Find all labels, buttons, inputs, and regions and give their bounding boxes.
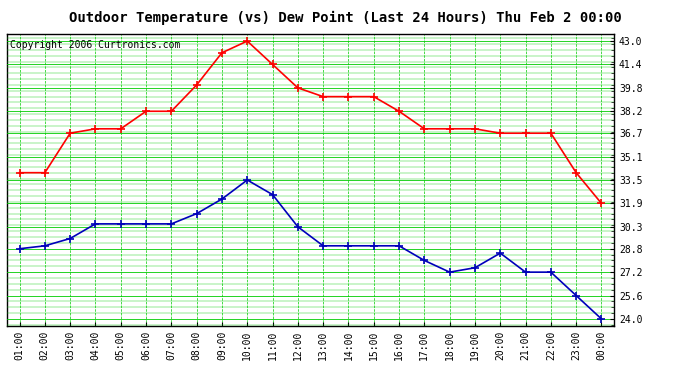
Text: Outdoor Temperature (vs) Dew Point (Last 24 Hours) Thu Feb 2 00:00: Outdoor Temperature (vs) Dew Point (Last…	[68, 11, 622, 26]
Text: Copyright 2006 Curtronics.com: Copyright 2006 Curtronics.com	[10, 40, 180, 50]
